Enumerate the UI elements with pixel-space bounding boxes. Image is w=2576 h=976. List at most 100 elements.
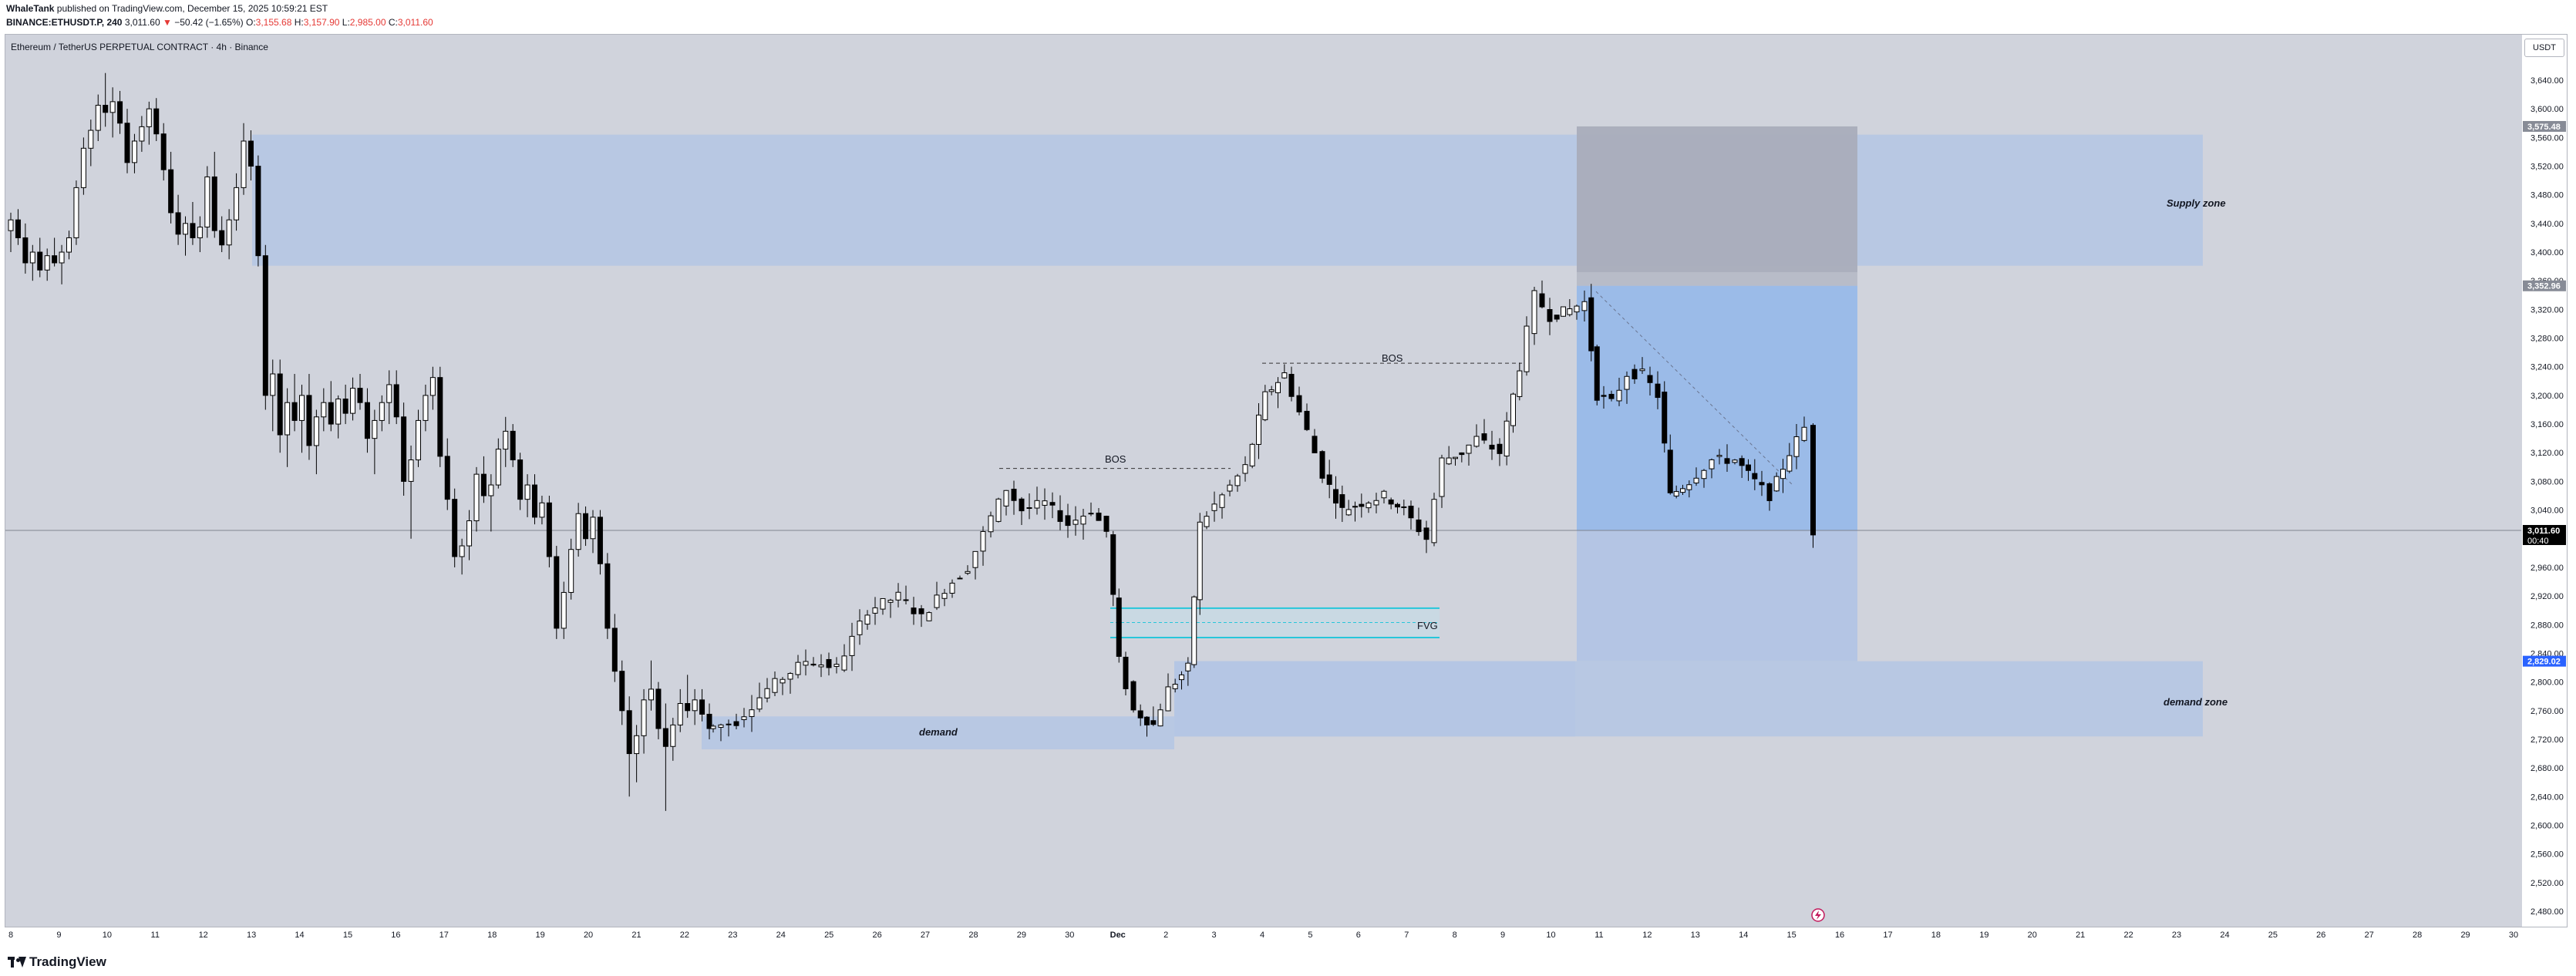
candle-37 — [277, 373, 283, 436]
x-tick-32: 10 — [1546, 931, 1555, 940]
demand-label: demand — [919, 726, 958, 738]
x-tick-48: 26 — [2316, 931, 2325, 940]
candle-b105 — [1481, 433, 1487, 441]
y-tick-14: 3,040.00 — [2531, 507, 2564, 516]
candle-b89 — [1365, 503, 1372, 509]
candle-58 — [429, 377, 436, 396]
candle-b21 — [872, 607, 878, 614]
candle-b150 — [1801, 426, 1807, 441]
fvg-label: FVG — [1417, 620, 1438, 631]
candle-b3 — [733, 721, 739, 726]
candle-b12 — [803, 661, 809, 666]
candle-b41 — [1026, 507, 1032, 510]
lightning-icon[interactable] — [1811, 908, 1825, 922]
candle-b25 — [903, 599, 909, 601]
candle-71 — [524, 484, 530, 500]
x-tick-45: 23 — [2172, 931, 2181, 940]
candle-b121 — [1594, 346, 1600, 401]
candle-8 — [66, 237, 72, 253]
candle-78 — [575, 513, 581, 550]
x-tick-2: 10 — [103, 931, 112, 940]
candle-b95 — [1408, 506, 1414, 519]
demand-zone-label: demand zone — [2164, 696, 2227, 708]
candle-b24 — [895, 591, 901, 601]
y-tick-16: 3,120.00 — [2531, 449, 2564, 458]
candle-b83 — [1326, 474, 1332, 485]
candle-b29 — [934, 594, 940, 608]
x-tick-35: 13 — [1691, 931, 1700, 940]
candle-b62 — [1179, 674, 1184, 681]
candle-12 — [95, 105, 101, 131]
candle-b85 — [1339, 494, 1345, 508]
candle-52 — [386, 384, 392, 403]
candle-b4 — [741, 716, 747, 720]
x-tick-30: 8 — [1453, 931, 1457, 940]
candle-47 — [350, 388, 356, 414]
candle-44 — [328, 402, 334, 425]
candle-84 — [619, 671, 625, 712]
candle-14 — [109, 101, 116, 113]
candle-b64 — [1191, 596, 1197, 665]
candle-b6 — [756, 697, 763, 710]
candle-81 — [597, 517, 603, 564]
candle-b148 — [1786, 455, 1793, 472]
candle-b9 — [780, 678, 786, 684]
y-tick-28: 3,600.00 — [2531, 105, 2564, 114]
candle-92 — [677, 703, 683, 725]
candle-15 — [117, 101, 123, 124]
x-tick-8: 16 — [391, 931, 400, 940]
candle-2 — [22, 237, 29, 264]
candle-54 — [401, 416, 407, 482]
x-tick-51: 29 — [2460, 931, 2470, 940]
candle-b96 — [1416, 519, 1422, 533]
candle-73 — [539, 502, 545, 518]
candle-39 — [291, 402, 298, 421]
candle-60 — [444, 456, 450, 500]
y-tick-8: 2,800.00 — [2531, 678, 2564, 688]
author-name[interactable]: WhaleTank — [6, 3, 55, 14]
price-tag-2-sub: 00:40 — [2527, 537, 2549, 546]
close-value: 3,011.60 — [397, 17, 433, 28]
candle-96 — [706, 713, 712, 729]
candle-b112 — [1531, 290, 1537, 335]
candle-b46 — [1065, 515, 1071, 527]
price-axis[interactable] — [2522, 34, 2568, 927]
candle-4 — [37, 251, 43, 271]
price-tag-2: 3,011.60 — [2527, 527, 2560, 536]
x-tick-25: 3 — [1212, 931, 1217, 940]
x-tick-19: 27 — [921, 931, 930, 940]
candle-89 — [655, 688, 662, 729]
x-tick-23: Dec — [1110, 931, 1126, 940]
currency-button[interactable]: USDT — [2524, 39, 2564, 57]
candle-b122 — [1601, 395, 1607, 397]
candle-82 — [604, 563, 611, 629]
tradingview-logo[interactable]: TradingView — [8, 954, 106, 970]
candle-20 — [153, 108, 160, 135]
candle-b131 — [1667, 449, 1673, 493]
candle-b10 — [787, 673, 793, 680]
candle-b114 — [1547, 308, 1553, 322]
candle-b74 — [1262, 391, 1268, 421]
candle-74 — [546, 502, 552, 557]
y-tick-29: 3,640.00 — [2531, 76, 2564, 86]
candle-b133 — [1680, 488, 1685, 493]
candle-b80 — [1304, 410, 1310, 430]
candle-b68 — [1219, 494, 1225, 508]
x-tick-24: 2 — [1163, 931, 1168, 940]
x-tick-22: 30 — [1065, 931, 1074, 940]
candle-b70 — [1234, 475, 1241, 486]
candle-b28 — [926, 612, 932, 621]
candle-b59 — [1157, 709, 1163, 727]
candle-11 — [88, 130, 94, 149]
candle-b84 — [1333, 489, 1339, 504]
candle-b72 — [1249, 443, 1255, 466]
candle-b48 — [1080, 515, 1086, 525]
candle-34 — [255, 166, 261, 257]
candle-35 — [262, 255, 268, 396]
candle-b108 — [1504, 420, 1510, 457]
y-tick-20: 3,280.00 — [2531, 335, 2564, 344]
stop-loss-area — [1577, 126, 1857, 286]
candle-b116 — [1561, 306, 1566, 317]
